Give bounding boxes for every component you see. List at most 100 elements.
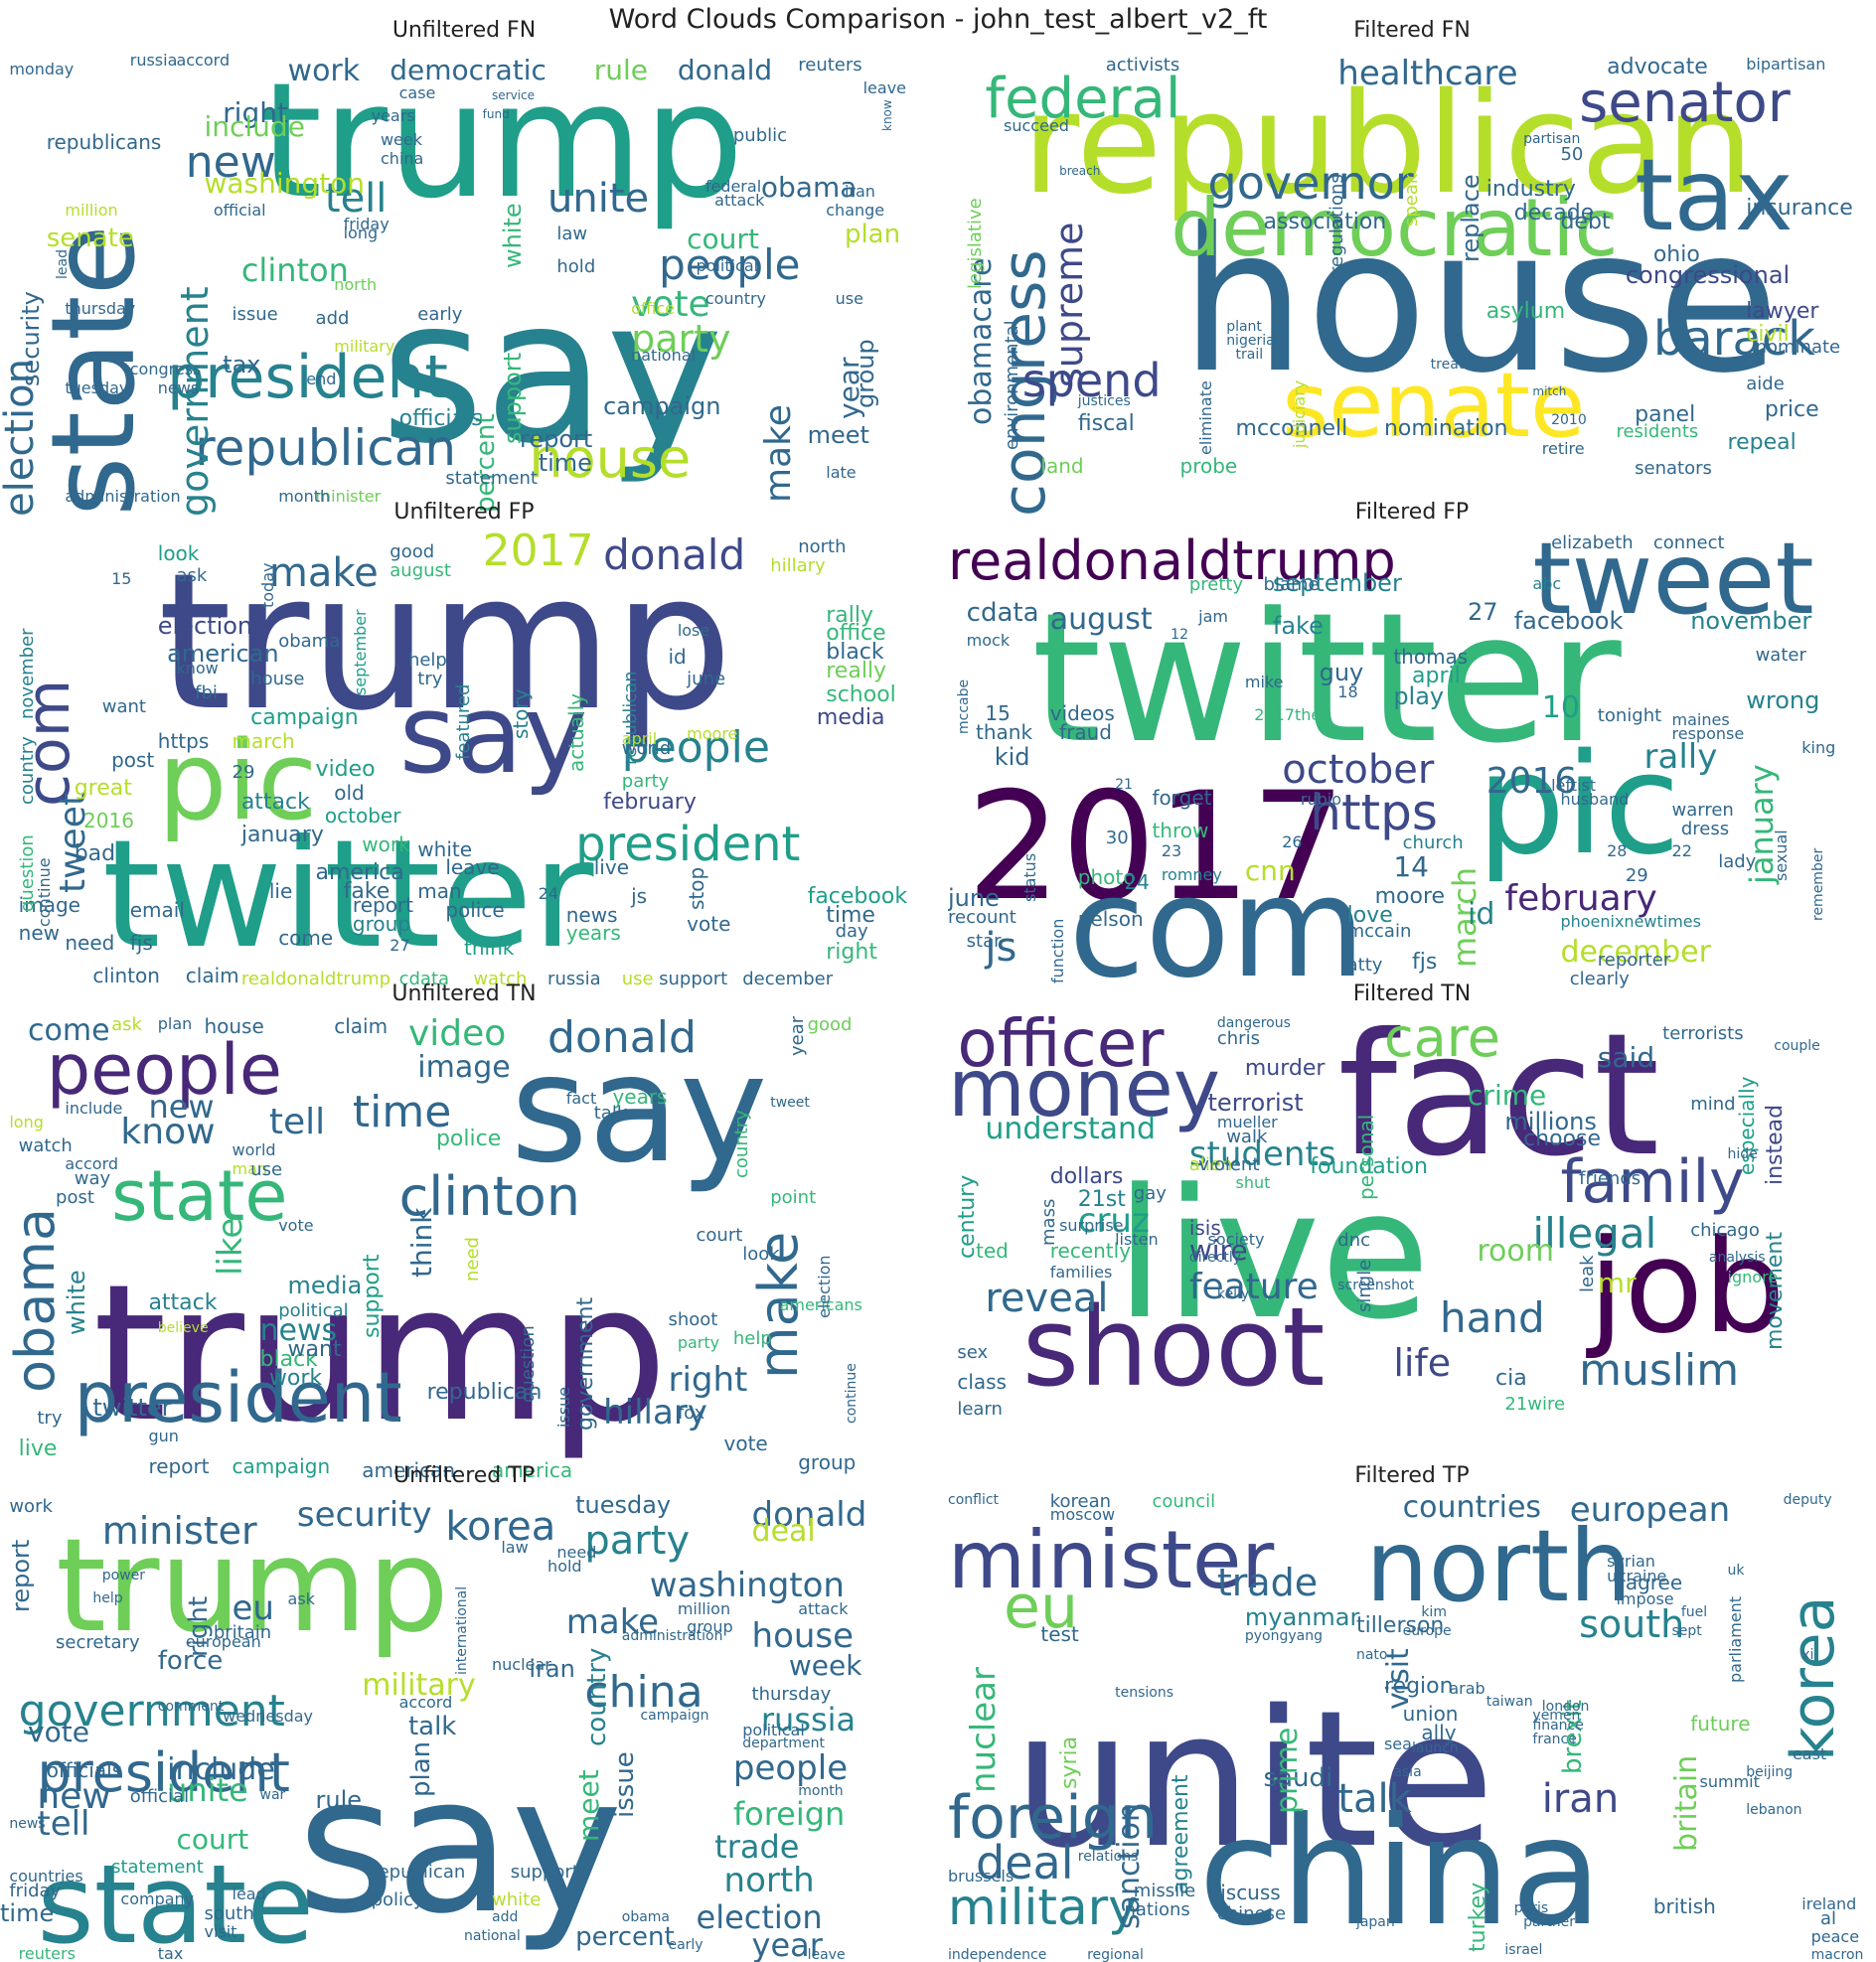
cloud-word: residents: [1616, 420, 1699, 442]
cloud-word: east: [1792, 1743, 1827, 1763]
cloud-word: pic: [157, 717, 318, 845]
cloud-word: launch: [1412, 1740, 1459, 1757]
panel-unfiltered-tn: Unfiltered TN trump say people president sta…: [0, 981, 928, 1480]
cloud-word: uk: [1727, 1562, 1745, 1579]
cloud-word: million: [677, 1598, 731, 1618]
cloud-word: unite: [547, 176, 650, 223]
cloud-word: people: [659, 240, 801, 290]
cloud-word: money: [948, 1041, 1221, 1134]
cloud-word: 2017: [482, 529, 594, 576]
cloud-word: early: [668, 1937, 704, 1954]
cloud-word: deal: [976, 1836, 1074, 1890]
cloud-word: continue: [35, 857, 55, 928]
cloud-word: news: [9, 1815, 46, 1832]
cloud-word: ally: [1421, 1721, 1457, 1745]
cloud-word: officer: [957, 1011, 1165, 1082]
cloud-word: military: [334, 336, 395, 356]
cloud-word: hold: [547, 1557, 582, 1577]
cloud-word: eu: [232, 1588, 274, 1629]
cloud-word: change: [826, 200, 885, 220]
cloud-word: hillary: [770, 555, 826, 577]
cloud-word: campaign: [603, 392, 721, 421]
cloud-word: panel: [1635, 401, 1696, 427]
cloud-word: land: [1040, 453, 1084, 478]
cloud-word: know: [176, 659, 219, 679]
cloud-word: service: [492, 88, 535, 103]
cloud-word: replace: [1456, 174, 1485, 263]
cloud-word: plan: [157, 1013, 193, 1033]
cloud-word: south: [204, 1903, 254, 1925]
cloud-word: mr: [1597, 1266, 1637, 1299]
cloud-word: monday: [9, 60, 75, 79]
cloud-word: vote: [28, 1715, 89, 1748]
cloud-word: dollars: [1049, 1163, 1124, 1189]
cloud-word: job: [1588, 1211, 1786, 1363]
cloud-word: video: [315, 757, 376, 783]
cloud-word: know: [120, 1111, 216, 1152]
cloud-word: december: [742, 968, 834, 989]
cloud-word: thursday: [65, 298, 136, 318]
cloud-word: aide: [1746, 374, 1785, 395]
cloud-word: leftist: [1551, 776, 1597, 796]
cloud-word: group: [852, 338, 880, 408]
cloud-word: time: [538, 448, 592, 477]
cloud-word: eu: [1004, 1572, 1078, 1642]
cloud-word: new: [185, 137, 276, 189]
cloud-word: tax: [157, 1944, 184, 1962]
cloud-word: war: [259, 1787, 286, 1804]
cloud-word: june: [948, 883, 1000, 912]
cloud-word: million: [65, 200, 118, 220]
cloud-word: murder: [1244, 1056, 1326, 1082]
cloud-word: issue: [610, 1750, 641, 1818]
cloud-word: agreement: [1169, 1774, 1194, 1895]
cloud-word: water: [1755, 645, 1806, 666]
cloud-word: reuters: [18, 1944, 76, 1962]
cloud-word: isis: [1188, 1215, 1221, 1240]
cloud-word: question: [518, 1325, 540, 1404]
cloud-word: america: [492, 1458, 573, 1480]
cloud-word: sex: [957, 1342, 989, 1364]
cloud-word: leave: [862, 78, 907, 98]
cloud-word: cruz: [1077, 1200, 1150, 1241]
cloud-word: video: [407, 1012, 507, 1054]
cloud-word: look: [742, 1244, 780, 1265]
cloud-word: way: [74, 1168, 111, 1190]
cloud-word: association: [1263, 210, 1387, 235]
cloud-word: tillerson: [1355, 1612, 1445, 1638]
cloud-word: house: [529, 427, 692, 491]
cloud-word: image: [18, 893, 80, 918]
cloud-word: november: [1690, 607, 1812, 636]
cloud-word: party: [631, 316, 731, 361]
cloud-word: iran: [844, 181, 875, 201]
cloud-word: comment: [157, 1698, 225, 1715]
cloud-word: election: [157, 611, 253, 640]
cloud-word: official: [213, 200, 266, 220]
cloud-word: bad: [74, 841, 116, 867]
cloud-word: kim: [1421, 1604, 1447, 1621]
cloud-word: beijing: [1746, 1763, 1794, 1780]
cloud-word: 23: [1161, 841, 1182, 861]
cloud-word: care: [1383, 1011, 1500, 1069]
cloud-word: white: [63, 1269, 91, 1335]
cloud-word: washington: [649, 1565, 845, 1605]
cloud-word: environmental: [1002, 320, 1023, 450]
cloud-word: nuclear: [492, 1655, 551, 1675]
cloud-word: donald: [603, 529, 746, 579]
cloud-word: fund: [482, 107, 510, 122]
cloud-word: families: [1049, 1262, 1113, 1282]
cloud-word: crime: [1468, 1078, 1547, 1112]
cloud-word: unite: [1013, 1669, 1495, 1889]
cloud-word: november: [16, 628, 38, 720]
cloud-word: court: [696, 1225, 743, 1247]
cloud-word: twitter: [1031, 575, 1622, 784]
cloud-word: trade: [714, 1827, 800, 1866]
cloud-word: iran: [529, 1655, 575, 1684]
cloud-word: debt: [1560, 210, 1611, 235]
cloud-word: alien: [1188, 1154, 1233, 1176]
cloud-word: trump: [56, 1510, 449, 1662]
cloud-word: country: [730, 1110, 752, 1179]
cloud-word: need: [462, 1236, 483, 1282]
cloud-word: include: [167, 1752, 275, 1788]
cloud-word: military: [362, 1668, 476, 1704]
word-cloud: trump say people president state obama clinton…: [0, 1011, 928, 1480]
